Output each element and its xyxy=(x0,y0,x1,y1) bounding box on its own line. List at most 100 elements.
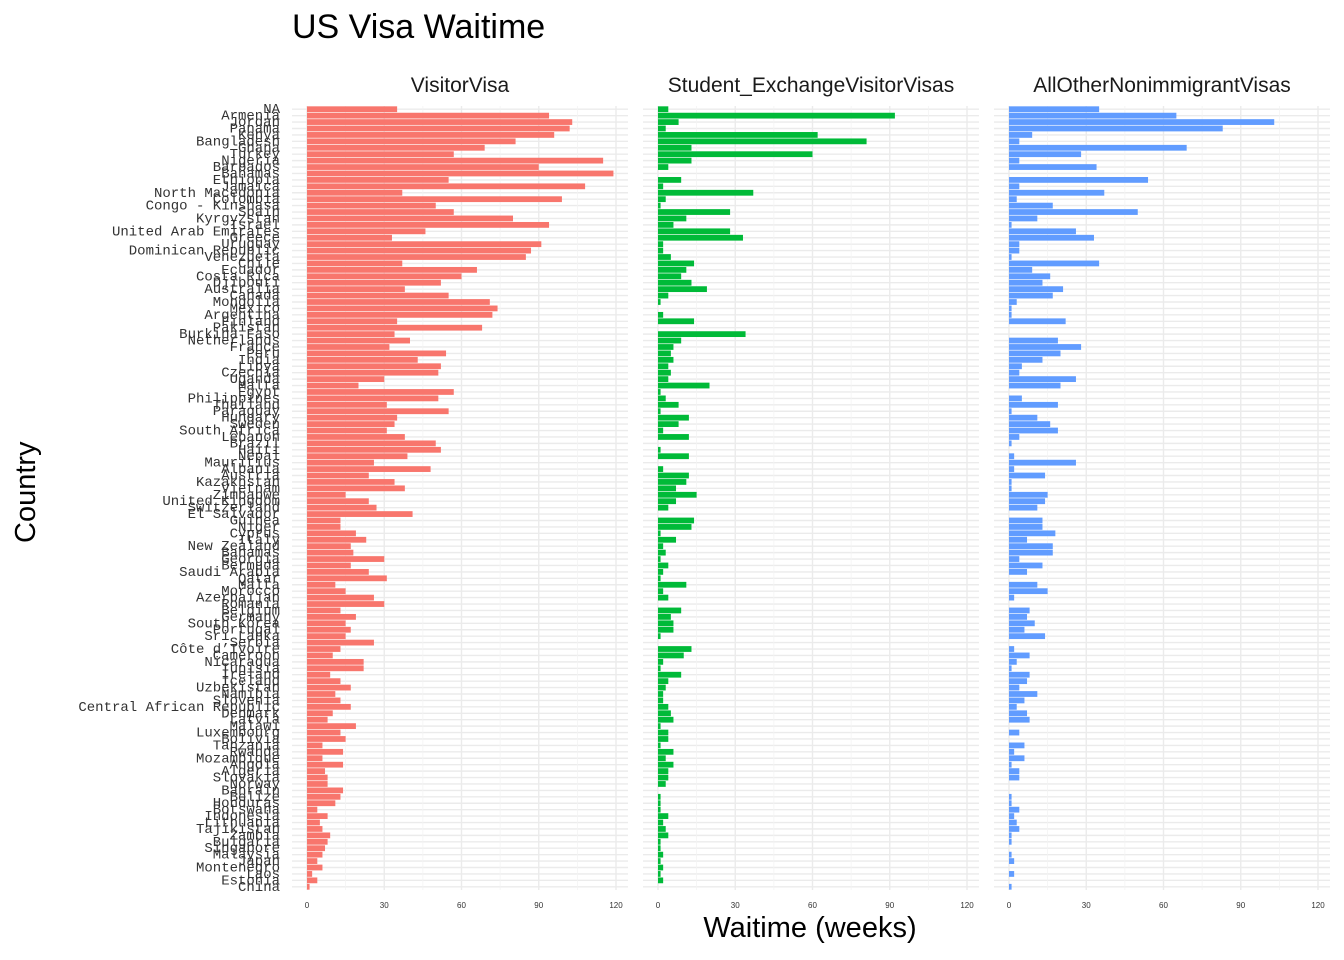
bar xyxy=(1009,157,1020,164)
bar xyxy=(307,613,356,620)
y-tick-label: Philippines xyxy=(188,391,280,407)
x-tick-label: 0 xyxy=(1007,901,1012,910)
y-tick-label: Norway xyxy=(230,777,280,793)
bar xyxy=(307,112,550,119)
bar xyxy=(658,356,674,363)
bar xyxy=(658,871,661,877)
bar xyxy=(658,562,669,569)
bar xyxy=(307,292,449,299)
bar xyxy=(1009,761,1012,768)
bar xyxy=(658,671,682,678)
bar xyxy=(658,414,689,421)
y-tick-label: Rwanda xyxy=(230,745,280,761)
bar xyxy=(658,125,666,132)
bar xyxy=(658,549,666,556)
bar xyxy=(658,472,689,479)
bar xyxy=(658,761,674,768)
y-tick-label: United Kingdom xyxy=(162,494,280,510)
y-tick-label: Denmark xyxy=(221,706,280,722)
bar xyxy=(658,106,669,113)
y-tick-label: Burkina Faso xyxy=(179,327,280,343)
bar xyxy=(307,318,398,325)
bar xyxy=(307,344,390,350)
bar xyxy=(658,382,710,389)
y-tick-label: Germany xyxy=(221,610,280,626)
bar xyxy=(307,511,413,517)
y-tick-label: Pakistan xyxy=(213,321,280,337)
y-tick-label: Austria xyxy=(221,469,280,485)
bar xyxy=(307,196,562,203)
y-tick-label: Venezuela xyxy=(204,250,280,266)
y-tick-label: France xyxy=(230,340,280,356)
bar xyxy=(658,813,669,819)
x-axis-label: Waitime (weeks) xyxy=(703,912,917,944)
bar xyxy=(1009,305,1012,312)
bar xyxy=(658,491,697,498)
bar xyxy=(307,254,526,260)
bar xyxy=(658,151,813,158)
bar xyxy=(1009,626,1025,633)
y-tick-label: Jordan xyxy=(230,115,280,131)
y-tick-label: El Salvador xyxy=(188,507,280,523)
y-tick-label: Hungary xyxy=(221,411,280,427)
y-tick-label: Laos xyxy=(246,867,280,883)
bar xyxy=(1009,311,1012,318)
y-tick-label: Iceland xyxy=(221,674,280,690)
bar xyxy=(1009,498,1046,505)
bar xyxy=(307,189,403,196)
y-tick-label: Egypt xyxy=(238,385,280,401)
bar xyxy=(1009,125,1223,132)
bar xyxy=(658,652,684,659)
bar xyxy=(658,266,687,273)
bar xyxy=(658,376,669,383)
y-tick-label: Brazil xyxy=(230,436,280,452)
bar xyxy=(658,453,689,460)
y-tick-label: Greece xyxy=(230,231,280,247)
bar xyxy=(307,273,462,280)
y-tick-label: Thailand xyxy=(213,398,280,414)
bar xyxy=(658,536,677,543)
bar xyxy=(1009,536,1028,543)
y-tick-label: Indonesia xyxy=(204,809,280,825)
bar xyxy=(1009,344,1082,350)
bar xyxy=(1009,234,1094,241)
bar xyxy=(658,292,669,299)
bar xyxy=(1009,755,1025,762)
bar xyxy=(307,813,328,819)
bar xyxy=(1009,678,1028,685)
bar xyxy=(307,581,336,588)
bar xyxy=(1009,710,1028,717)
bar xyxy=(658,221,674,228)
bar xyxy=(307,421,395,427)
y-tick-label: India xyxy=(238,353,280,369)
facet-panel-1: Student_ExchangeVisitorVisas 0 30 60 90 120 xyxy=(643,74,979,910)
bar xyxy=(658,620,674,627)
bar xyxy=(1009,768,1020,775)
y-tick-label: Estonia xyxy=(221,873,280,889)
bar xyxy=(658,684,666,691)
bar xyxy=(1009,613,1028,620)
x-tick-label: 90 xyxy=(1236,901,1245,910)
bar xyxy=(658,344,674,350)
bar xyxy=(1009,144,1187,151)
bar xyxy=(307,119,573,125)
y-tick-label: Serbia xyxy=(230,636,280,652)
y-tick-label: Barbados xyxy=(213,160,280,176)
bar xyxy=(307,575,387,582)
y-tick-label: Ireland xyxy=(221,668,280,684)
y-tick-label: Kenya xyxy=(238,128,280,144)
bar xyxy=(1009,813,1015,819)
bar xyxy=(658,832,669,839)
bar xyxy=(307,491,346,498)
y-tick-label: Libya xyxy=(238,359,280,375)
y-tick-label: Uzbekistan xyxy=(196,681,280,697)
bar xyxy=(1009,382,1061,389)
bar xyxy=(307,883,310,890)
bar xyxy=(307,151,454,158)
y-tick-label: Argentina xyxy=(204,308,280,324)
y-tick-label: Israel xyxy=(230,218,280,234)
bar xyxy=(1009,633,1046,640)
bar xyxy=(1009,408,1012,415)
bar xyxy=(658,183,664,190)
bar xyxy=(1009,851,1012,858)
